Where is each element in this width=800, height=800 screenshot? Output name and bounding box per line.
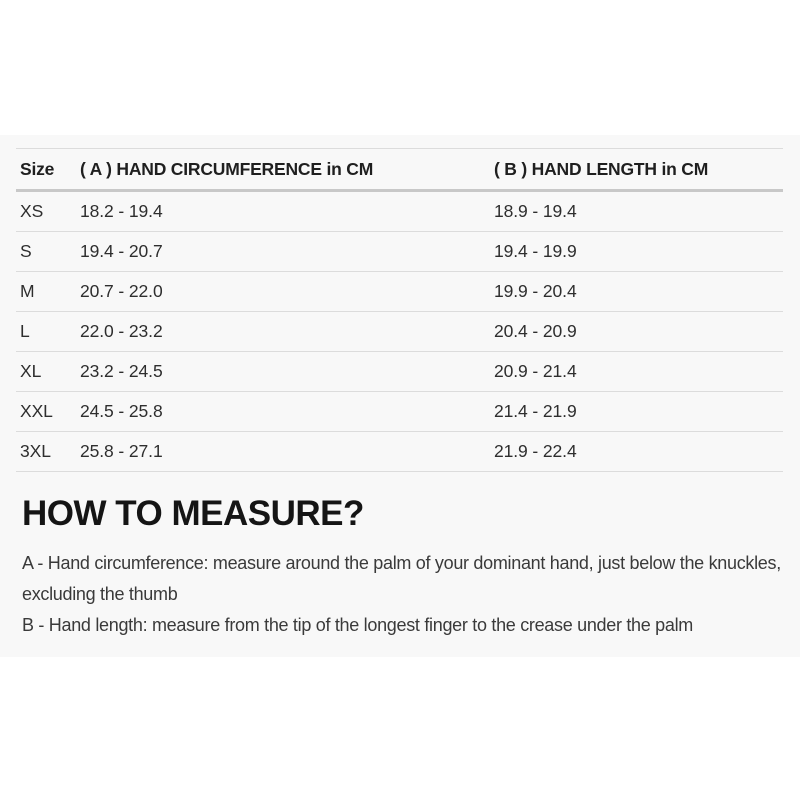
table-header-row: Size ( A ) HAND CIRCUMFERENCE in CM ( B … — [16, 148, 783, 191]
size-cell: L — [20, 321, 30, 341]
circumference-cell: 25.8 - 27.1 — [80, 441, 163, 461]
length-cell: 21.9 - 22.4 — [494, 441, 577, 461]
length-cell: 20.4 - 20.9 — [494, 321, 577, 341]
length-cell: 18.9 - 19.4 — [494, 201, 577, 221]
circumference-cell: 24.5 - 25.8 — [80, 401, 163, 421]
size-cell: XL — [20, 361, 42, 381]
instruction-hand-length: B - Hand length: measure from the tip of… — [22, 615, 693, 636]
size-chart-body: XS 18.2 - 19.4 18.9 - 19.4 S 19.4 - 20.7… — [16, 191, 783, 472]
circumference-cell: 23.2 - 24.5 — [80, 361, 163, 381]
circumference-cell: 19.4 - 20.7 — [80, 241, 163, 261]
circumference-cell: 22.0 - 23.2 — [80, 321, 163, 341]
size-guide-section: Size ( A ) HAND CIRCUMFERENCE in CM ( B … — [0, 135, 800, 658]
table-row: S 19.4 - 20.7 19.4 - 19.9 — [16, 232, 783, 272]
length-cell: 19.9 - 20.4 — [494, 281, 577, 301]
header-size: Size — [20, 158, 55, 179]
size-chart-table: Size ( A ) HAND CIRCUMFERENCE in CM ( B … — [16, 148, 783, 472]
table-row: 3XL 25.8 - 27.1 21.9 - 22.4 — [16, 432, 783, 472]
size-cell: M — [20, 281, 35, 301]
length-cell: 20.9 - 21.4 — [494, 361, 577, 381]
table-row: XL 23.2 - 24.5 20.9 - 21.4 — [16, 352, 783, 392]
length-cell: 21.4 - 21.9 — [494, 401, 577, 421]
size-cell: XS — [20, 201, 44, 221]
table-row: L 22.0 - 23.2 20.4 - 20.9 — [16, 312, 783, 352]
size-chart-header: Size ( A ) HAND CIRCUMFERENCE in CM ( B … — [16, 148, 783, 191]
table-row: XS 18.2 - 19.4 18.9 - 19.4 — [16, 191, 783, 232]
size-cell: S — [20, 241, 32, 261]
header-hand-length: ( B ) HAND LENGTH in CM — [494, 158, 709, 179]
instruction-hand-circumference: A - Hand circumference: measure around t… — [22, 553, 781, 605]
header-hand-circumference: ( A ) HAND CIRCUMFERENCE in CM — [80, 158, 374, 179]
table-row: XXL 24.5 - 25.8 21.4 - 21.9 — [16, 392, 783, 432]
circumference-cell: 20.7 - 22.0 — [80, 281, 163, 301]
circumference-cell: 18.2 - 19.4 — [80, 201, 163, 221]
size-cell: XXL — [20, 401, 53, 421]
length-cell: 19.4 - 19.9 — [494, 241, 577, 261]
size-cell: 3XL — [20, 441, 51, 461]
table-row: M 20.7 - 22.0 19.9 - 20.4 — [16, 272, 783, 312]
how-to-measure-title: HOW TO MEASURE? — [22, 494, 364, 533]
